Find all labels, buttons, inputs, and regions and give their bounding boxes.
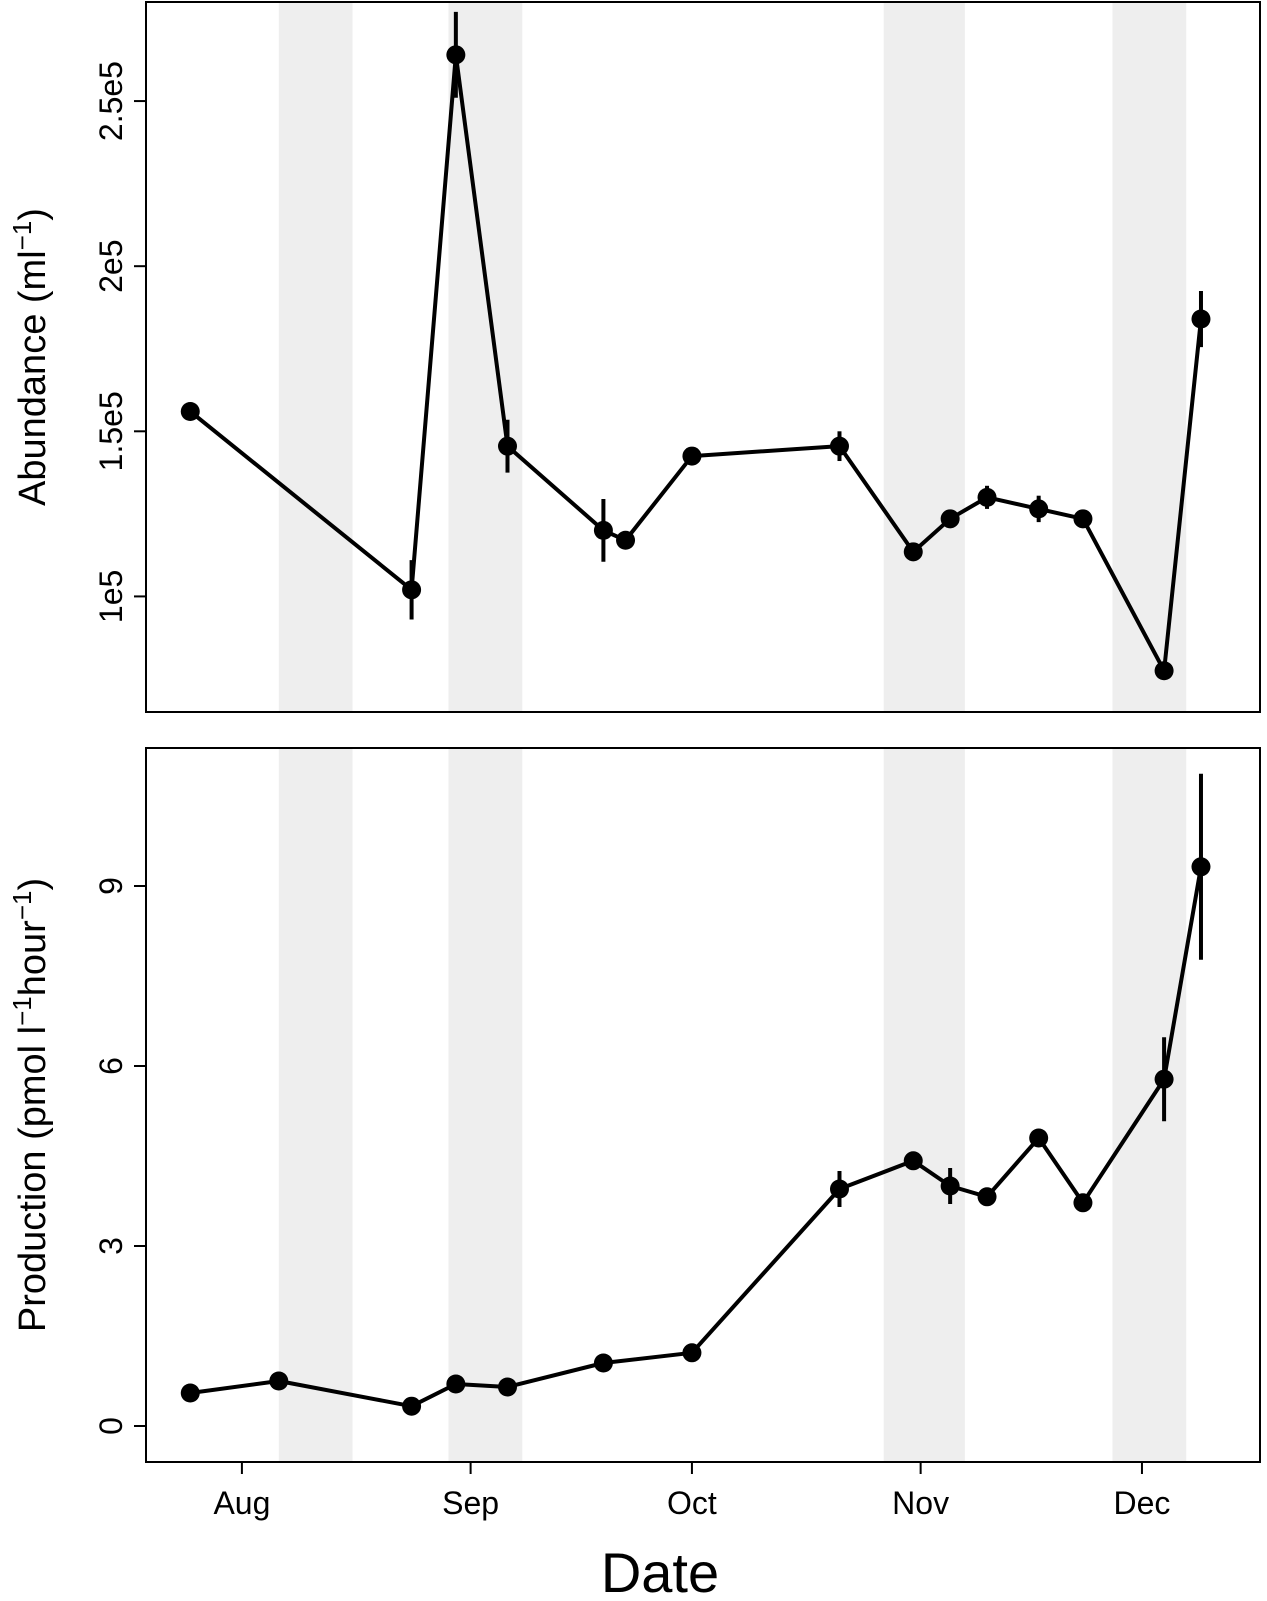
data-point — [180, 401, 200, 421]
y-tick-label: 6 — [93, 1057, 129, 1075]
data-point — [402, 580, 422, 600]
data-point — [903, 542, 923, 562]
abundance-y-axis: 1e5 1.5e5 2e5 2.5e5 — [93, 61, 146, 623]
data-point — [903, 1151, 923, 1171]
data-point — [593, 520, 613, 540]
y-tick-label: 3 — [93, 1237, 129, 1255]
data-point — [180, 1383, 200, 1403]
y-tick-label: 1e5 — [93, 570, 129, 623]
x-tick-label: Sep — [442, 1485, 499, 1521]
y-tick-label: 0 — [93, 1417, 129, 1435]
shaded-period — [448, 748, 523, 1462]
data-point — [497, 436, 517, 456]
data-point — [1073, 1193, 1093, 1213]
data-point — [682, 1343, 702, 1363]
x-tick-label: Aug — [213, 1485, 270, 1521]
data-point — [616, 530, 636, 550]
data-point — [682, 446, 702, 466]
shaded-period — [448, 2, 523, 712]
shaded-period — [278, 2, 353, 712]
shaded-periods — [278, 2, 1187, 712]
abundance-panel: 1e5 1.5e5 2e5 2.5e5 Abundance (ml−1) — [7, 1, 1261, 713]
data-point — [1029, 1128, 1049, 1148]
data-point — [402, 1396, 422, 1416]
data-point — [1154, 661, 1174, 681]
date-x-axis: Aug Sep Oct Nov Dec — [213, 1462, 1170, 1521]
data-point — [497, 1377, 517, 1397]
shaded-period — [1112, 2, 1187, 712]
production-series — [180, 773, 1211, 1416]
abundance-series — [180, 11, 1211, 681]
data-point — [977, 487, 997, 507]
y-tick-label: 2.5e5 — [93, 61, 129, 141]
data-point — [269, 1371, 289, 1391]
abundance-y-axis-label: Abundance (ml−1) — [7, 208, 54, 506]
data-point — [829, 436, 849, 456]
y-tick-label: 9 — [93, 877, 129, 895]
data-point — [446, 45, 466, 65]
x-tick-label: Dec — [1114, 1485, 1171, 1521]
x-tick-label: Oct — [667, 1485, 717, 1521]
abundance-plot-frame — [145, 1, 1261, 713]
data-point — [1154, 1069, 1174, 1089]
shaded-periods — [278, 748, 1187, 1462]
data-point — [446, 1374, 466, 1394]
data-point — [1029, 499, 1049, 519]
x-axis-title: Date — [601, 1541, 719, 1601]
shaded-period — [278, 748, 353, 1462]
production-y-axis-label: Production (pmol l−1hour−1) — [7, 878, 54, 1332]
y-tick-label: 1.5e5 — [93, 391, 129, 471]
production-y-axis: 0 3 6 9 — [93, 877, 146, 1435]
data-point — [829, 1179, 849, 1199]
shaded-period — [883, 2, 965, 712]
data-point — [593, 1353, 613, 1373]
production-plot-frame — [145, 747, 1261, 1463]
data-point — [1073, 509, 1093, 529]
shaded-period — [883, 748, 965, 1462]
data-point — [1191, 857, 1211, 877]
data-point — [1191, 309, 1211, 329]
x-tick-label: Nov — [892, 1485, 949, 1521]
data-point — [940, 1176, 960, 1196]
data-point — [977, 1187, 997, 1207]
data-point — [940, 509, 960, 529]
production-panel: 0 3 6 9 Production (pmol l−1hour−1) Aug Sep O… — [7, 747, 1261, 1601]
y-tick-label: 2e5 — [93, 239, 129, 292]
